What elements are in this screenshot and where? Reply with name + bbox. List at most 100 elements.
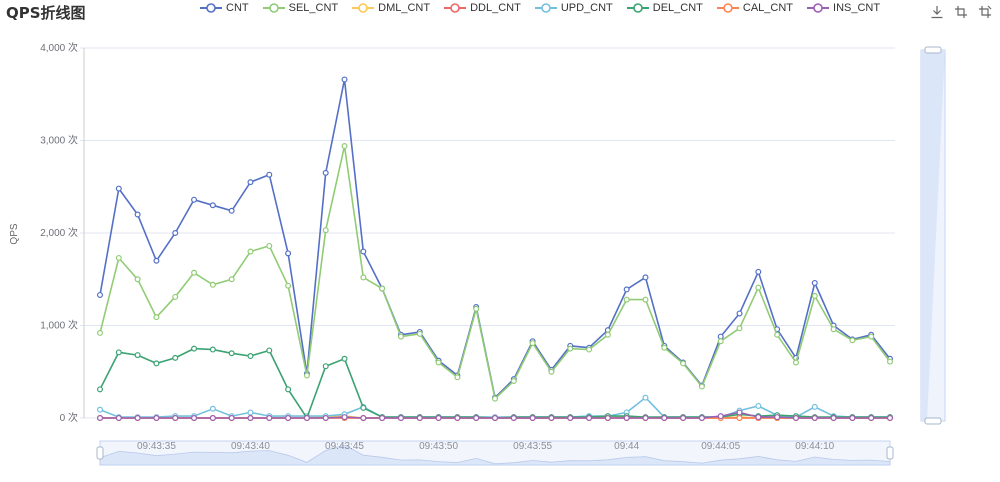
data-point bbox=[717, 413, 724, 420]
data-point bbox=[604, 331, 611, 338]
data-point bbox=[266, 415, 273, 422]
zoom-reset-icon[interactable] bbox=[978, 5, 992, 19]
data-point bbox=[134, 352, 141, 359]
data-point bbox=[604, 415, 611, 422]
legend-label: CNT bbox=[226, 2, 249, 14]
legend-label: UPD_CNT bbox=[560, 2, 613, 14]
series-line bbox=[99, 347, 890, 420]
legend-item-sel_cnt[interactable]: SEL_CNT bbox=[262, 2, 339, 14]
datazoom-handle[interactable] bbox=[886, 446, 894, 460]
legend-label: SEL_CNT bbox=[288, 2, 339, 14]
data-point bbox=[886, 358, 893, 365]
data-point bbox=[830, 415, 837, 422]
legend-marker bbox=[352, 3, 375, 13]
data-point bbox=[115, 415, 122, 422]
vertical-datazoom-handle[interactable] bbox=[924, 46, 942, 54]
legend-label: CAL_CNT bbox=[742, 2, 794, 14]
data-point bbox=[209, 346, 216, 353]
data-point bbox=[792, 359, 799, 366]
vertical-datazoom-handle[interactable] bbox=[924, 417, 942, 425]
data-point bbox=[736, 409, 743, 416]
legend-item-dml_cnt[interactable]: DML_CNT bbox=[352, 2, 430, 14]
legend-label: DML_CNT bbox=[378, 2, 431, 14]
data-point bbox=[811, 292, 818, 299]
legend-marker bbox=[807, 3, 830, 13]
data-point bbox=[303, 415, 310, 422]
data-point bbox=[247, 415, 254, 422]
data-point bbox=[96, 415, 103, 422]
legend-marker bbox=[200, 3, 222, 13]
data-point bbox=[322, 363, 329, 370]
legend-item-ins_cnt[interactable]: INS_CNT bbox=[807, 2, 880, 14]
data-point bbox=[153, 415, 160, 422]
legend-label: DDL_CNT bbox=[470, 2, 521, 14]
data-point bbox=[191, 345, 198, 352]
data-point bbox=[153, 360, 160, 367]
data-point bbox=[153, 314, 160, 321]
legend-label: DEL_CNT bbox=[652, 2, 703, 14]
data-point bbox=[755, 284, 762, 291]
legend-item-cnt[interactable]: CNT bbox=[200, 2, 249, 14]
data-point bbox=[379, 415, 386, 422]
data-point bbox=[247, 248, 254, 255]
datazoom-handle[interactable] bbox=[96, 446, 104, 460]
datazoom-shadow bbox=[99, 444, 891, 466]
legend-marker bbox=[262, 3, 285, 13]
data-point bbox=[473, 305, 480, 312]
legend-marker bbox=[626, 3, 649, 13]
data-point bbox=[416, 415, 423, 422]
legend-item-upd_cnt[interactable]: UPD_CNT bbox=[534, 2, 613, 14]
data-point bbox=[435, 359, 442, 366]
data-point bbox=[228, 276, 235, 283]
data-point bbox=[247, 353, 254, 360]
data-point bbox=[285, 282, 292, 289]
zoom-select-icon[interactable] bbox=[954, 5, 968, 19]
data-point bbox=[774, 331, 781, 338]
data-point bbox=[642, 415, 649, 422]
x-tick-label: 09:44:05 bbox=[701, 441, 740, 452]
data-point bbox=[228, 350, 235, 357]
data-point bbox=[661, 344, 668, 351]
data-point bbox=[642, 274, 649, 281]
download-icon[interactable] bbox=[930, 5, 944, 19]
data-point bbox=[360, 248, 367, 255]
series-del_cnt bbox=[96, 345, 893, 422]
data-point bbox=[548, 415, 555, 422]
data-point bbox=[811, 279, 818, 286]
data-point bbox=[830, 326, 837, 333]
data-point bbox=[341, 143, 348, 150]
data-point bbox=[153, 257, 160, 264]
data-point bbox=[397, 333, 404, 340]
x-tick-label: 09:43:40 bbox=[231, 441, 270, 452]
data-point bbox=[96, 406, 103, 413]
y-axis-label: QPS bbox=[9, 223, 21, 245]
data-point bbox=[811, 415, 818, 422]
legend: CNT SEL_CNT DML_CNT DDL_CNT UPD_CNT DEL_CNT CA… bbox=[200, 2, 894, 14]
y-tick-label: 2,000 次 bbox=[40, 226, 78, 239]
legend-item-cal_cnt[interactable]: CAL_CNT bbox=[716, 2, 794, 14]
data-point bbox=[755, 414, 762, 421]
data-point bbox=[680, 415, 687, 422]
data-point bbox=[755, 268, 762, 275]
data-point bbox=[567, 345, 574, 352]
data-point bbox=[548, 368, 555, 375]
data-point bbox=[115, 185, 122, 192]
vertical-datazoom-shadow bbox=[921, 50, 945, 421]
data-point bbox=[529, 415, 536, 422]
y-tick-label: 1,000 次 bbox=[40, 319, 78, 332]
data-point bbox=[96, 386, 103, 393]
legend-item-ddl_cnt[interactable]: DDL_CNT bbox=[444, 2, 521, 14]
data-point bbox=[416, 330, 423, 337]
series-cnt bbox=[96, 76, 893, 401]
data-point bbox=[642, 296, 649, 303]
data-point bbox=[360, 274, 367, 281]
legend-item-del_cnt[interactable]: DEL_CNT bbox=[626, 2, 703, 14]
data-point bbox=[322, 415, 329, 422]
data-point bbox=[209, 415, 216, 422]
legend-label: INS_CNT bbox=[833, 2, 881, 14]
data-point bbox=[247, 179, 254, 186]
data-point bbox=[379, 285, 386, 292]
x-tick-label: 09:43:50 bbox=[419, 441, 458, 452]
data-point bbox=[492, 395, 499, 402]
data-point bbox=[172, 230, 179, 237]
